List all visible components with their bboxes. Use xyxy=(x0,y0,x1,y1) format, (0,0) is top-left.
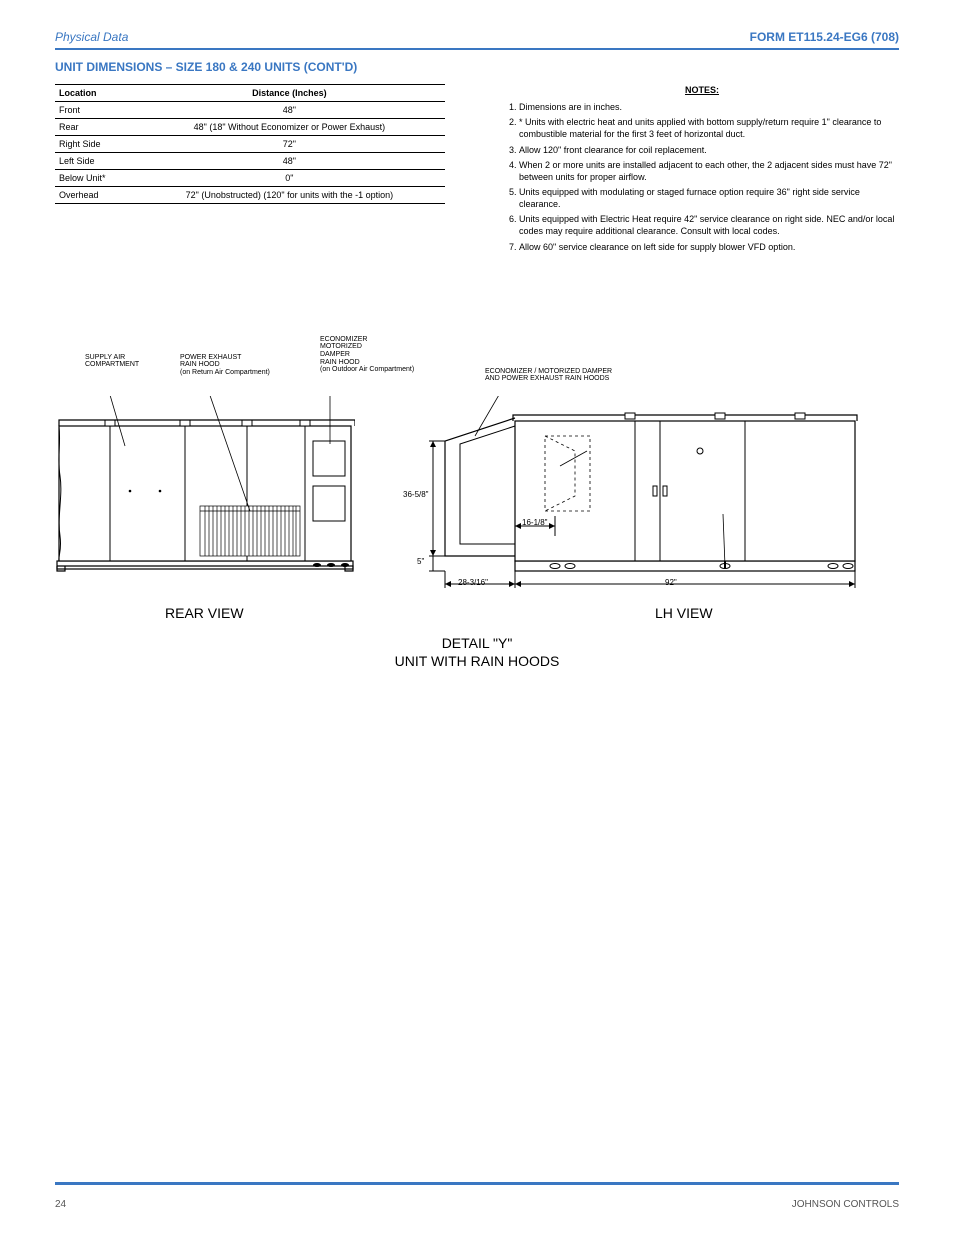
table-cell: Overhead xyxy=(55,187,134,204)
dim-hood-depth: 28-3/16" xyxy=(458,579,488,588)
lh-view-svg xyxy=(425,396,875,596)
form-number: FORM ET115.24-EG6 (708) xyxy=(750,30,899,44)
table-cell: 48" (18" Without Economizer or Power Exh… xyxy=(134,119,445,136)
notes-list: Dimensions are in inches. * Units with e… xyxy=(505,101,899,253)
callout-econ-pex-combo: ECONOMIZER / MOTORIZED DAMPER AND POWER … xyxy=(485,368,612,383)
dim-fixed-hood-depth: 16-1/8" xyxy=(522,519,548,528)
callout-supply-air: SUPPLY AIR COMPARTMENT xyxy=(85,354,139,369)
diagram-detail-y: SUPPLY AIR COMPARTMENT POWER EXHAUST RAI… xyxy=(55,336,899,696)
detail-subtitle: UNIT WITH RAIN HOODS xyxy=(55,654,899,669)
list-item: When 2 or more units are installed adjac… xyxy=(519,159,899,183)
list-item: Allow 120" front clearance for coil repl… xyxy=(519,144,899,156)
col-distance: Distance (Inches) xyxy=(134,85,445,102)
table-cell: Front xyxy=(55,102,134,119)
table-cell: 48" xyxy=(134,102,445,119)
header-section: Physical Data xyxy=(55,30,128,44)
callout-economizer-hood: ECONOMIZER MOTORIZED DAMPER RAIN HOOD (o… xyxy=(320,336,414,374)
table-cell: 72" xyxy=(134,136,445,153)
callout-power-exhaust-hood: POWER EXHAUST RAIN HOOD (on Return Air C… xyxy=(180,354,270,377)
list-item: Units equipped with Electric Heat requir… xyxy=(519,213,899,237)
page-title: UNIT DIMENSIONS – SIZE 180 & 240 UNITS (… xyxy=(55,60,899,74)
list-item: Dimensions are in inches. xyxy=(519,101,899,113)
page-number: 24 xyxy=(55,1199,66,1210)
table-cell: 48" xyxy=(134,153,445,170)
notes-heading: NOTES: xyxy=(505,84,899,96)
table-cell: Rear xyxy=(55,119,134,136)
col-location: Location xyxy=(55,85,134,102)
detail-name: DETAIL "Y" xyxy=(55,636,899,651)
list-item: Units equipped with modulating or staged… xyxy=(519,186,899,210)
dim-unit-length: 92" xyxy=(665,579,677,588)
footer-brand: JOHNSON CONTROLS xyxy=(792,1199,899,1210)
table-cell: Below Unit* xyxy=(55,170,134,187)
rear-view-svg xyxy=(55,396,355,576)
table-cell: Left Side xyxy=(55,153,134,170)
rear-view-label: REAR VIEW xyxy=(165,606,244,621)
footer-rule xyxy=(55,1182,899,1185)
dim-rail-height: 5" xyxy=(417,558,424,567)
table-cell: Right Side xyxy=(55,136,134,153)
dim-hood-height: 36-5/8" xyxy=(403,491,429,500)
list-item: Allow 60" service clearance on left side… xyxy=(519,241,899,253)
lh-view-label: LH VIEW xyxy=(655,606,713,621)
table-cell: 0" xyxy=(134,170,445,187)
clearance-table: Location Distance (Inches) Front48" Rear… xyxy=(55,84,445,204)
header-rule xyxy=(55,48,899,50)
list-item: * Units with electric heat and units app… xyxy=(519,116,899,140)
table-cell: 72" (Unobstructed) (120" for units with … xyxy=(134,187,445,204)
